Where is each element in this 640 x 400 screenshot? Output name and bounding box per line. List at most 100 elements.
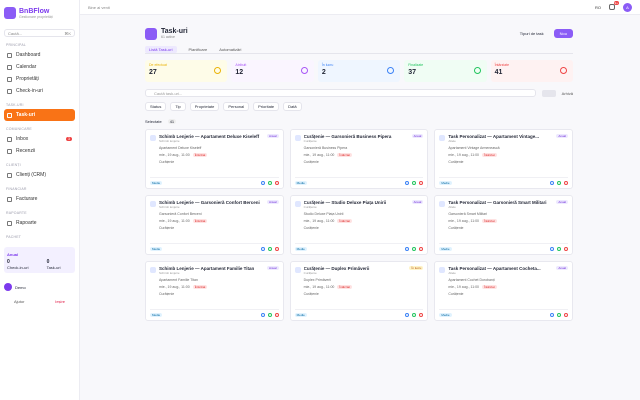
task-card[interactable]: Task Personalizat — Apartament Cocheta..… — [434, 261, 573, 321]
user-avatar — [4, 283, 12, 291]
action-icon[interactable] — [412, 181, 417, 185]
action-icon[interactable] — [550, 181, 554, 185]
card-titles: Schimb Lenjerie — Apartament Familie Tit… — [159, 266, 264, 275]
card-date-line: mie., 19 aug., 11:00 Întârziat — [150, 153, 279, 157]
view-toggle[interactable] — [541, 89, 556, 97]
tab[interactable]: Listă Task-uri — [145, 46, 177, 53]
nav-item[interactable]: Clienți (CRM) — [4, 169, 75, 181]
nav-item[interactable]: Rapoarte — [4, 217, 75, 229]
nav-label: Recenzii — [16, 148, 36, 154]
action-icon[interactable] — [405, 181, 410, 185]
task-card[interactable]: Task Personalizat — Garsonieră Smart Mil… — [434, 195, 573, 255]
action-icon[interactable] — [267, 181, 272, 185]
card-date: mie., 19 aug., 11:00 — [303, 153, 335, 157]
action-icon[interactable] — [267, 313, 272, 317]
card-titles: Task Personalizat — Apartament Cocheta..… — [448, 266, 553, 275]
action-icon[interactable] — [564, 313, 568, 317]
nav-label: Dashboard — [16, 52, 41, 58]
card-footer: Medie — [150, 309, 279, 317]
task-card[interactable]: Curățenie — Studio Deluxe Piața Unirii Cu… — [289, 195, 429, 255]
action-icon[interactable] — [419, 181, 424, 185]
filter[interactable]: Dată — [283, 102, 302, 111]
card-tag: Întârziat — [192, 219, 208, 223]
nav-item[interactable]: Facturare — [4, 193, 75, 205]
card-title: Curățenie — Duplex Primăverii — [303, 266, 370, 271]
stat-value: 41 — [494, 69, 503, 76]
filter[interactable]: Tip — [170, 102, 186, 111]
card-priority: Medie — [150, 247, 163, 251]
action-icon[interactable] — [274, 181, 279, 185]
action-icon[interactable] — [260, 181, 265, 185]
action-icon[interactable] — [557, 247, 561, 251]
nav-item[interactable]: Task-uri — [4, 109, 75, 121]
card-badge: În lucru — [409, 266, 424, 270]
action-icon[interactable] — [405, 247, 410, 251]
card-titles: Task Personalizat — Garsonieră Smart Mil… — [448, 200, 553, 209]
task-card[interactable]: Task Personalizat — Apartament Vintage..… — [434, 129, 573, 189]
nav-badge: 3 — [66, 137, 72, 141]
nav-item[interactable]: Proprietăți — [4, 73, 75, 85]
task-card[interactable]: Schimb Lenjerie — Apartament Familie Tit… — [145, 261, 284, 321]
stat-icon — [214, 67, 222, 74]
card-footer: Medie — [439, 309, 568, 317]
filter[interactable]: Proprietate — [189, 102, 220, 111]
logout-link[interactable]: Ieșire — [55, 299, 65, 304]
user[interactable]: Demo — [4, 283, 75, 291]
nav-label: Clienți (CRM) — [16, 172, 46, 178]
filter[interactable]: Status — [145, 102, 167, 111]
task-search[interactable]: Caută task-uri... — [145, 89, 536, 97]
nav-item[interactable]: Inbox 3 — [4, 133, 75, 145]
action-icon[interactable] — [412, 247, 417, 251]
action-icon[interactable] — [550, 313, 554, 317]
action-icon[interactable] — [267, 247, 272, 251]
brand-text: BnBFlow Gestionare proprietăți — [19, 8, 53, 19]
card-date: mie., 19 aug., 11:00 — [159, 153, 190, 157]
nav-item[interactable]: Calendar — [4, 61, 75, 73]
action-icon[interactable] — [412, 313, 417, 317]
card-actions — [260, 181, 279, 185]
action-icon[interactable] — [550, 247, 554, 251]
header-buttons: Tipuri de task Nou — [516, 29, 573, 38]
action-icon[interactable] — [260, 247, 265, 251]
task-card[interactable]: Curățenie — Garsonieră Business Pipera Cu… — [289, 129, 429, 189]
notification-count: 9+ — [613, 1, 619, 5]
action-icon[interactable] — [274, 247, 279, 251]
card-assignee: Curățenie — [448, 226, 464, 230]
task-card[interactable]: Curățenie — Duplex Primăverii Curățenie În… — [289, 261, 429, 321]
action-icon[interactable] — [564, 247, 568, 251]
card-footer: Medie — [439, 243, 568, 251]
types-button[interactable]: Tipuri de task — [519, 31, 544, 36]
filter[interactable]: Prioritate — [253, 102, 280, 111]
nav-item[interactable]: Check-in-uri — [4, 85, 75, 97]
action-icon[interactable] — [419, 313, 424, 317]
card-actions — [550, 247, 568, 251]
card-badge: Anual — [411, 134, 424, 138]
action-icon[interactable] — [260, 313, 265, 317]
card-icon — [294, 267, 301, 273]
task-card[interactable]: Schimb Lenjerie — Apartament Deluxe Kise… — [145, 129, 284, 189]
tab[interactable]: Automatizări — [219, 47, 242, 52]
help-link[interactable]: Ajutor — [14, 299, 25, 304]
search-box[interactable]: Caută... ⌘K — [4, 29, 75, 37]
card-head: Schimb Lenjerie — Apartament Deluxe Kise… — [150, 134, 279, 143]
avatar[interactable]: A — [623, 2, 632, 12]
archive-button[interactable]: Arhivă — [561, 90, 573, 96]
notifications[interactable]: 9+ — [609, 1, 619, 10]
card-assignee: Curățenie — [159, 226, 175, 230]
nav-item[interactable]: Recenzii — [4, 145, 75, 157]
language[interactable]: RO — [595, 4, 601, 10]
nav-icon — [7, 88, 12, 94]
tab[interactable]: Planificare — [188, 47, 208, 52]
content: Task-uri 61 active Tipuri de task Nou Listă … — [80, 15, 640, 321]
card-icon — [150, 201, 156, 207]
action-icon[interactable] — [564, 181, 568, 185]
action-icon[interactable] — [274, 313, 279, 317]
action-icon[interactable] — [419, 247, 424, 251]
action-icon[interactable] — [557, 181, 561, 185]
action-icon[interactable] — [405, 313, 410, 317]
task-card[interactable]: Schimb Lenjerie — Garsonieră Confort Ber… — [145, 195, 284, 255]
nav-item[interactable]: Dashboard — [4, 49, 75, 61]
action-icon[interactable] — [557, 313, 561, 317]
new-button[interactable]: Nou — [553, 29, 573, 38]
filter[interactable]: Personal — [223, 102, 250, 111]
